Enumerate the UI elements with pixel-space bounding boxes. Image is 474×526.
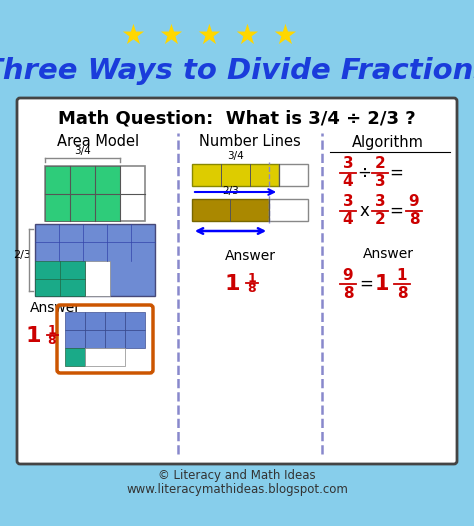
Bar xyxy=(65,330,85,348)
Text: 3: 3 xyxy=(374,175,385,189)
Bar xyxy=(85,330,105,348)
Bar xyxy=(70,166,95,221)
Text: 3/4: 3/4 xyxy=(74,146,91,156)
Bar xyxy=(35,261,85,296)
Bar xyxy=(125,312,145,330)
Text: 3: 3 xyxy=(343,195,353,209)
Bar xyxy=(85,261,110,296)
Text: 1: 1 xyxy=(224,274,240,294)
Text: 2: 2 xyxy=(374,213,385,228)
Text: 3: 3 xyxy=(374,195,385,209)
Text: ★: ★ xyxy=(234,22,259,50)
Text: 2: 2 xyxy=(374,157,385,171)
Text: x: x xyxy=(359,202,369,220)
Text: www.literacymathideas.blogspot.com: www.literacymathideas.blogspot.com xyxy=(126,483,348,497)
Bar xyxy=(85,348,125,366)
Text: Math Question:  What is 3/4 ÷ 2/3 ?: Math Question: What is 3/4 ÷ 2/3 ? xyxy=(58,109,416,127)
Text: ★: ★ xyxy=(120,22,145,50)
Text: =: = xyxy=(359,275,373,293)
Bar xyxy=(45,166,70,221)
Bar xyxy=(45,166,145,221)
Text: =: = xyxy=(389,202,403,220)
Text: 9: 9 xyxy=(409,195,419,209)
Text: 4: 4 xyxy=(343,175,353,189)
Text: 1: 1 xyxy=(47,323,56,337)
Bar xyxy=(65,348,85,366)
Text: ★: ★ xyxy=(272,22,297,50)
Text: ★: ★ xyxy=(158,22,183,50)
Bar xyxy=(105,312,125,330)
Text: Three Ways to Divide Fractions: Three Ways to Divide Fractions xyxy=(0,57,474,85)
Text: 2/3: 2/3 xyxy=(222,186,239,196)
Bar xyxy=(279,164,308,186)
Text: 3/4: 3/4 xyxy=(227,151,244,161)
Text: ÷: ÷ xyxy=(357,164,371,182)
Bar xyxy=(85,312,105,330)
Text: 8: 8 xyxy=(48,335,56,348)
Text: 1: 1 xyxy=(375,274,389,294)
Text: Answer: Answer xyxy=(225,249,275,263)
Text: 8: 8 xyxy=(409,213,419,228)
Text: 1: 1 xyxy=(25,326,41,346)
Bar xyxy=(95,166,120,221)
Bar xyxy=(192,164,279,186)
Text: Area Model: Area Model xyxy=(57,135,139,149)
Bar xyxy=(35,224,155,296)
Bar xyxy=(65,312,85,330)
Text: Answer: Answer xyxy=(363,247,413,261)
Text: 1: 1 xyxy=(397,268,407,282)
Text: Answer: Answer xyxy=(30,301,81,315)
Text: 8: 8 xyxy=(248,282,256,296)
Bar xyxy=(105,330,125,348)
Bar xyxy=(125,330,145,348)
Text: ★: ★ xyxy=(196,22,221,50)
Text: Algorithm: Algorithm xyxy=(352,135,424,149)
Text: 1: 1 xyxy=(247,271,256,285)
Text: Number Lines: Number Lines xyxy=(199,135,301,149)
Bar xyxy=(269,199,308,221)
Text: 4: 4 xyxy=(343,213,353,228)
Text: 2/3: 2/3 xyxy=(13,250,31,260)
Bar xyxy=(192,199,269,221)
Text: © Literacy and Math Ideas: © Literacy and Math Ideas xyxy=(158,470,316,482)
Text: 8: 8 xyxy=(397,286,407,300)
FancyBboxPatch shape xyxy=(17,98,457,464)
Text: 8: 8 xyxy=(343,286,353,300)
Text: 3: 3 xyxy=(343,157,353,171)
Text: 9: 9 xyxy=(343,268,353,282)
Text: =: = xyxy=(389,164,403,182)
